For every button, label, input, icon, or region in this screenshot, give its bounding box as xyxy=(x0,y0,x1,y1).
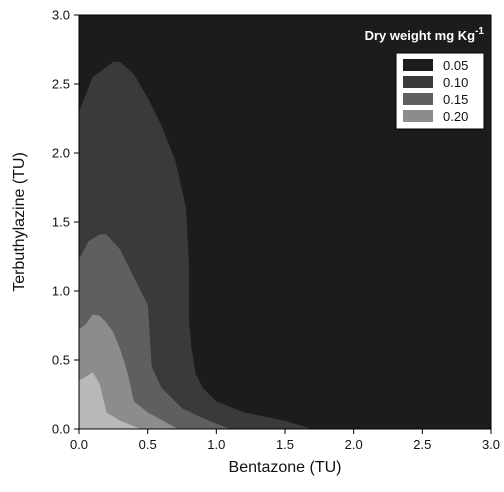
legend-entries: 0.05 0.10 0.15 0.20 xyxy=(403,58,468,124)
y-tick-label: 2.0 xyxy=(52,146,70,161)
x-tick-label: 2.5 xyxy=(413,437,431,452)
y-tick-label: 3.0 xyxy=(52,8,70,23)
x-axis-title: Bentazone (TU) xyxy=(229,459,342,476)
legend-title-text: Dry weight mg Kg xyxy=(365,28,476,43)
x-tick-label: 0.5 xyxy=(139,437,157,452)
y-tick-label: 1.5 xyxy=(52,215,70,230)
legend-title-superscript: -1 xyxy=(475,26,484,37)
legend-title: Dry weight mg Kg-1 xyxy=(365,26,485,43)
legend-label: 0.15 xyxy=(443,92,468,107)
y-axis-ticks: 0.0 0.5 1.0 1.5 2.0 2.5 3.0 xyxy=(52,8,79,437)
contour-layers xyxy=(79,61,313,430)
legend-swatch xyxy=(403,76,433,88)
legend-label: 0.10 xyxy=(443,75,468,90)
contour-region-0_20 xyxy=(79,314,178,429)
x-tick-label: 2.0 xyxy=(345,437,363,452)
y-tick-label: 0.5 xyxy=(52,353,70,368)
legend-swatch xyxy=(403,59,433,71)
x-axis-ticks: 0.0 0.5 1.0 1.5 2.0 2.5 3.0 xyxy=(70,429,500,452)
legend-swatch xyxy=(403,93,433,105)
x-tick-label: 3.0 xyxy=(482,437,500,452)
x-tick-label: 1.0 xyxy=(207,437,225,452)
x-tick-label: 0.0 xyxy=(70,437,88,452)
legend-label: 0.05 xyxy=(443,58,468,73)
contour-region-0_25 xyxy=(79,372,141,429)
y-tick-label: 1.0 xyxy=(52,284,70,299)
y-tick-label: 0.0 xyxy=(52,422,70,437)
y-tick-label: 2.5 xyxy=(52,77,70,92)
legend-swatch xyxy=(403,110,433,122)
y-axis-title: Terbuthylazine (TU) xyxy=(11,152,28,292)
legend: Dry weight mg Kg-1 0.05 0.10 0.15 0.20 xyxy=(365,26,485,130)
legend-label: 0.20 xyxy=(443,109,468,124)
x-tick-label: 1.5 xyxy=(276,437,294,452)
